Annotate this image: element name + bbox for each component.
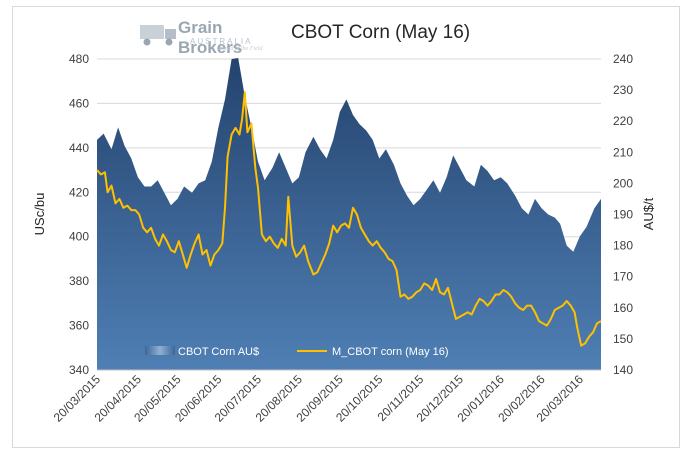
y-left-tick-label: 340 — [69, 363, 89, 377]
y-right-tick-label: 230 — [613, 83, 633, 97]
legend-label-area: CBOT Corn AU$ — [178, 346, 259, 358]
y-left-tick-label: 460 — [69, 96, 89, 110]
y-right-tick-label: 140 — [613, 363, 633, 377]
y-right-tick-label: 200 — [613, 176, 633, 190]
legend-swatch-area — [145, 346, 175, 355]
logo-tagline: Ahead of the Field — [218, 46, 263, 52]
y-right-tick-label: 180 — [613, 239, 633, 253]
chart-title: CBOT Corn (May 16) — [291, 22, 471, 43]
logo-subtitle: AUSTRALIA — [190, 37, 253, 46]
line-series — [96, 91, 602, 347]
y-left-tick-label: 360 — [69, 319, 89, 333]
y-left-tick-label: 480 — [69, 52, 89, 66]
y-right-tick-label: 160 — [613, 301, 633, 315]
legend: CBOT Corn AU$ M_CBOT corn (May 16) — [145, 346, 449, 358]
y-left-tick-label: 380 — [69, 274, 89, 288]
area-cbot-corn-aud — [97, 58, 601, 370]
y-right-tick-label: 190 — [613, 208, 633, 222]
y-left-axis-title: USc/bu — [32, 193, 47, 236]
y-right-tick-label: 220 — [613, 114, 633, 128]
y-right-tick-label: 170 — [613, 270, 633, 284]
truck-icon — [140, 25, 176, 46]
logo-brand: Grain Brokers — [178, 18, 243, 57]
line-m-cbot-corn-may16 — [96, 91, 602, 347]
legend-label-line: M_CBOT corn (May 16) — [332, 346, 449, 358]
y-left-tick-label: 400 — [69, 230, 89, 244]
y-right-axis-title: AU$/t — [641, 197, 656, 230]
y-right-tick-label: 240 — [613, 52, 633, 66]
y-right-tick-label: 210 — [613, 145, 633, 159]
grain-brokers-logo: Grain Brokers AUSTRALIA Ahead of the Fie… — [138, 18, 288, 57]
y-right-tick-label: 150 — [613, 332, 633, 346]
y-left-tick-label: 420 — [69, 185, 89, 199]
area-series — [97, 58, 601, 370]
y-left-tick-label: 440 — [69, 141, 89, 155]
